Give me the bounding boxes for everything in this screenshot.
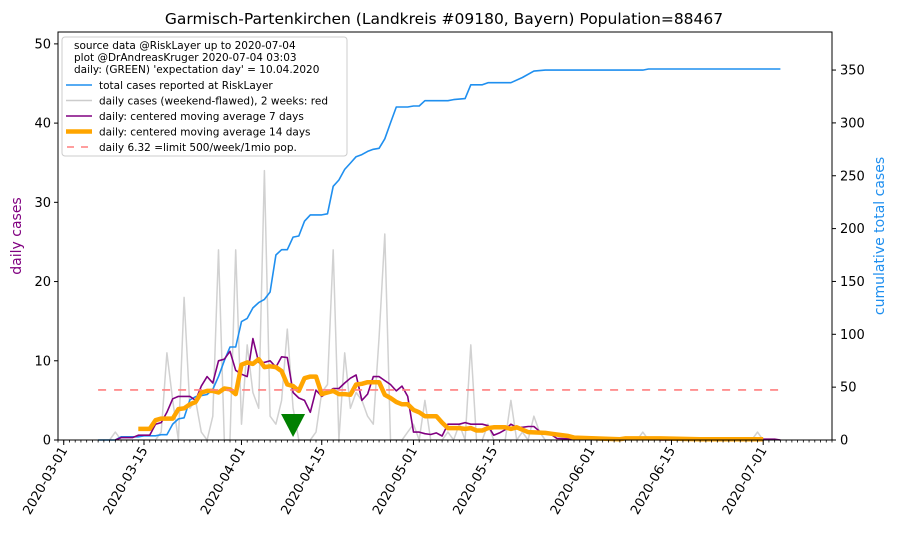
right-tick-label: 0 xyxy=(840,434,848,449)
right-axis: 0 50 100 150 200 250 300 350 xyxy=(832,64,865,449)
legend-label: daily: centered moving average 7 days xyxy=(99,111,304,123)
marker-layer xyxy=(281,414,306,437)
left-tick-label: 10 xyxy=(34,354,51,369)
right-tick-label: 150 xyxy=(840,275,865,290)
x-tick-label: 2020-04-01 xyxy=(198,445,249,518)
legend-info-line: daily: (GREEN) 'expectation day' = 10.04… xyxy=(74,64,319,76)
right-tick-label: 100 xyxy=(840,328,865,343)
x-tick-label: 2020-06-15 xyxy=(628,445,679,518)
x-tick-label: 2020-03-01 xyxy=(20,445,71,518)
x-tick-label: 2020-06-01 xyxy=(548,445,599,518)
left-tick-label: 40 xyxy=(34,117,51,132)
legend-box xyxy=(61,36,348,157)
daily-cases-line xyxy=(98,169,781,441)
legend-label: total cases reported at RiskLayer xyxy=(99,80,273,92)
x-tick-label: 2020-05-01 xyxy=(370,445,421,518)
chart-title: Garmisch-Partenkirchen (Landkreis #09180… xyxy=(165,10,723,28)
expectation-day-marker xyxy=(281,414,306,437)
moving-average-7-line xyxy=(114,337,781,441)
left-tick-label: 20 xyxy=(34,275,51,290)
right-tick-label: 250 xyxy=(840,169,865,184)
right-tick-label: 350 xyxy=(840,64,865,79)
legend-label: daily 6.32 =limit 500/week/1mio pop. xyxy=(99,142,297,154)
legend: source data @RiskLayer up to 2020-07-04p… xyxy=(61,36,348,157)
x-tick-label: 2020-05-15 xyxy=(450,445,501,518)
plot-frame xyxy=(57,31,833,441)
x-tick-label: 2020-07-01 xyxy=(720,445,771,518)
x-axis: 2020-03-01 2020-03-15 2020-04-01 2020-04-15… xyxy=(20,440,833,518)
legend-label: daily cases (weekend-flawed), 2 weeks: r… xyxy=(99,95,328,107)
moving-average-14-line xyxy=(138,356,764,442)
x-tick-label: 2020-03-15 xyxy=(101,445,152,518)
series-layer xyxy=(98,68,781,442)
y-axis-label-left: daily cases xyxy=(9,197,25,274)
x-tick-label: 2020-04-15 xyxy=(278,445,329,518)
right-tick-label: 200 xyxy=(840,222,865,237)
left-tick-label: 30 xyxy=(34,196,51,211)
legend-entries: total cases reported at RiskLayer daily c… xyxy=(66,80,328,154)
legend-info-line: source data @RiskLayer up to 2020-07-04 xyxy=(74,40,296,52)
legend-info-lines: source data @RiskLayer up to 2020-07-04p… xyxy=(74,40,319,76)
legend-info-line: plot @DrAndreasKruger 2020-07-04 03:03 xyxy=(74,52,297,64)
left-tick-label: 50 xyxy=(34,37,51,52)
left-tick-label: 0 xyxy=(43,434,51,449)
y-axis-label-right: cumulative total cases xyxy=(872,157,888,315)
legend-label: daily: centered moving average 14 days xyxy=(99,126,311,138)
left-axis: 0 10 20 30 40 50 xyxy=(34,37,58,449)
plot-area xyxy=(98,68,781,442)
right-tick-label: 50 xyxy=(840,381,857,396)
right-tick-label: 300 xyxy=(840,116,865,131)
